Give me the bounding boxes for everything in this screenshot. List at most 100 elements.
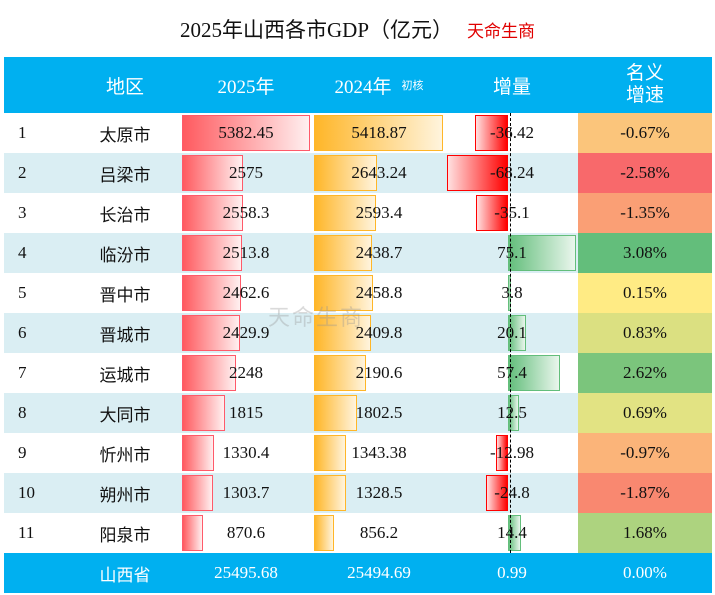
value-2024: 2643.24 [351,163,407,182]
bar-2024 [314,515,335,551]
header-rank [4,57,70,113]
total-2024: 25494.69 [347,563,411,582]
cell-change: -35.1 [446,193,578,233]
value-2025: 2248 [229,363,263,382]
region: 朔州市 [99,485,151,505]
value-2025: 5382.45 [218,123,274,142]
cell-growth: 2.62% [578,353,712,393]
bar-2024 [314,235,373,271]
bar-2025 [182,315,240,351]
value-change: 14.4 [497,523,527,542]
cell-2024: 1343.38 [312,433,446,473]
region: 阳泉市 [99,525,151,545]
cell-2025: 2462.6 [180,273,312,313]
cell-2024: 1802.5 [312,393,446,433]
total-row: 山西省 25495.68 25494.69 0.99 0.00% [4,553,712,593]
cell-2025: 5382.45 [180,113,312,153]
bar-2025 [182,435,214,471]
value-2024: 2438.7 [355,243,403,262]
change-zero-axis [510,113,511,553]
table-row: 8 大同市 1815 1802.5 12.5 0.69% [4,393,712,433]
cell-change: 12.5 [446,393,578,433]
cell-2024: 5418.87 [312,113,446,153]
value-2025: 1330.4 [222,443,270,462]
rank: 10 [18,483,35,502]
bar-2025 [182,395,226,431]
bar-2024 [314,435,346,471]
cell-2024: 1328.5 [312,473,446,513]
change-bar [446,155,508,191]
value-change: 12.5 [497,403,527,422]
header-growth-line2: 增速 [625,85,664,106]
region: 晋中市 [99,285,151,305]
cell-2025: 2513.8 [180,233,312,273]
header-change: 增量 [492,76,531,98]
rank: 3 [18,203,27,222]
cell-2024: 2438.7 [312,233,446,273]
cell-2025: 870.6 [180,513,312,553]
rank: 8 [18,403,27,422]
cell-2025: 1303.7 [180,473,312,513]
change-bar [508,395,520,431]
table-row: 3 长治市 2558.3 2593.4 -35.1 -1.35% [4,193,712,233]
rank: 7 [18,363,27,382]
cell-2025: 2248 [180,353,312,393]
table-row: 6 晋城市 2429.9 2409.8 20.1 0.83% [4,313,712,353]
rank: 6 [18,323,27,342]
cell-2025: 2429.9 [180,313,312,353]
cell-2025: 2575 [180,153,312,193]
cell-change: -12.98 [446,433,578,473]
value-change: -36.42 [490,123,534,142]
cell-growth: 3.08% [578,233,712,273]
cell-growth: -2.58% [578,153,712,193]
region: 忻州市 [99,445,151,465]
title-text: 2025年山西各市GDP（亿元） [179,18,453,42]
header-2024-label: 2024年 [334,76,392,98]
total-change: 0.99 [497,563,527,582]
cell-2024: 2190.6 [312,353,446,393]
cell-change: 3.8 [446,273,578,313]
value-2024: 2190.6 [355,363,403,382]
header-growth-line1: 名义 [625,63,664,84]
rank: 11 [18,523,35,542]
value-change: -35.1 [494,203,530,222]
rank: 2 [18,163,27,182]
value-change: 57.4 [497,363,527,382]
region: 大同市 [99,405,151,425]
bar-2025 [182,515,203,551]
cell-2024: 856.2 [312,513,446,553]
value-change: 3.8 [501,283,523,302]
bar-2025 [182,475,214,511]
value-2024: 2409.8 [355,323,403,342]
change-bar [508,355,560,391]
bar-2024 [314,155,377,191]
cell-growth: 0.69% [578,393,712,433]
change-bar [508,315,527,351]
value-change: -12.98 [490,443,534,462]
bar-2025 [182,115,311,151]
change-bar [485,475,508,511]
cell-2025: 2558.3 [180,193,312,233]
rank: 9 [18,443,27,462]
region: 晋城市 [99,325,151,345]
total-rank [4,553,70,593]
bar-2024 [314,395,357,431]
total-2025: 25495.68 [214,563,278,582]
table-row: 2 吕梁市 2575 2643.24 -68.24 -2.58% [4,153,712,193]
cell-change: 75.1 [446,233,578,273]
cell-2024: 2458.8 [312,273,446,313]
cell-growth: 1.68% [578,513,712,553]
cell-2025: 1330.4 [180,433,312,473]
cell-change: 57.4 [446,353,578,393]
value-change: 75.1 [497,243,527,262]
table-row: 1 太原市 5382.45 5418.87 -36.42 -0.67% [4,113,712,153]
bar-2024 [314,195,376,231]
bar-2024 [314,115,443,151]
value-2024: 2593.4 [355,203,403,222]
bar-2025 [182,155,244,191]
value-2025: 870.6 [226,523,266,542]
total-growth: 0.00% [623,563,667,582]
cell-change: 14.4 [446,513,578,553]
change-bar [476,195,508,231]
table-row: 10 朔州市 1303.7 1328.5 -24.8 -1.87% [4,473,712,513]
